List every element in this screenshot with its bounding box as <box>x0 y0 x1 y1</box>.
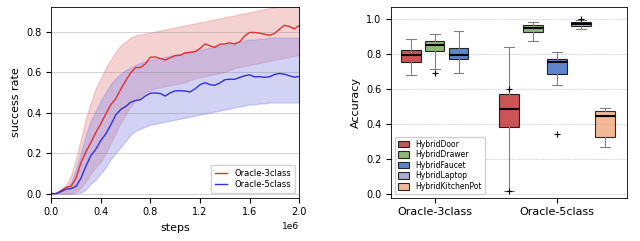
Oracle-5class <box>47 192 55 195</box>
Oracle-3class <box>122 80 129 82</box>
Oracle-5class <box>211 84 219 87</box>
Text: 1e6: 1e6 <box>282 222 299 231</box>
Line: Oracle-5class: Oracle-5class <box>51 74 299 194</box>
Y-axis label: success rate: success rate <box>10 67 20 137</box>
Legend: HybridDoor, HybridDrawer, HybridFaucet, HybridLaptop, HybridKitchenPot: HybridDoor, HybridDrawer, HybridFaucet, … <box>395 137 485 194</box>
Oracle-5class <box>295 75 303 78</box>
Oracle-3class <box>226 41 234 44</box>
Oracle-3class <box>211 46 219 49</box>
PathPatch shape <box>571 22 591 26</box>
Oracle-5class <box>275 72 283 75</box>
Y-axis label: Accuracy: Accuracy <box>351 77 360 128</box>
PathPatch shape <box>523 25 543 32</box>
Oracle-3class <box>295 24 303 27</box>
Oracle-3class <box>127 72 134 75</box>
PathPatch shape <box>449 48 468 59</box>
PathPatch shape <box>547 59 567 74</box>
Oracle-5class <box>122 105 129 108</box>
Oracle-3class <box>47 192 55 195</box>
Oracle-3class <box>280 24 288 27</box>
Line: Oracle-3class: Oracle-3class <box>51 25 299 194</box>
PathPatch shape <box>401 50 420 62</box>
Oracle-5class <box>291 76 298 79</box>
PathPatch shape <box>499 94 519 127</box>
PathPatch shape <box>595 111 614 137</box>
Oracle-5class <box>226 78 234 81</box>
PathPatch shape <box>425 41 445 51</box>
Oracle-3class <box>102 113 109 116</box>
X-axis label: steps: steps <box>160 223 190 233</box>
Oracle-5class <box>127 101 134 104</box>
Oracle-3class <box>291 27 298 30</box>
Legend: Oracle-3class, Oracle-5class: Oracle-3class, Oracle-5class <box>211 165 295 194</box>
Oracle-5class <box>102 133 109 135</box>
